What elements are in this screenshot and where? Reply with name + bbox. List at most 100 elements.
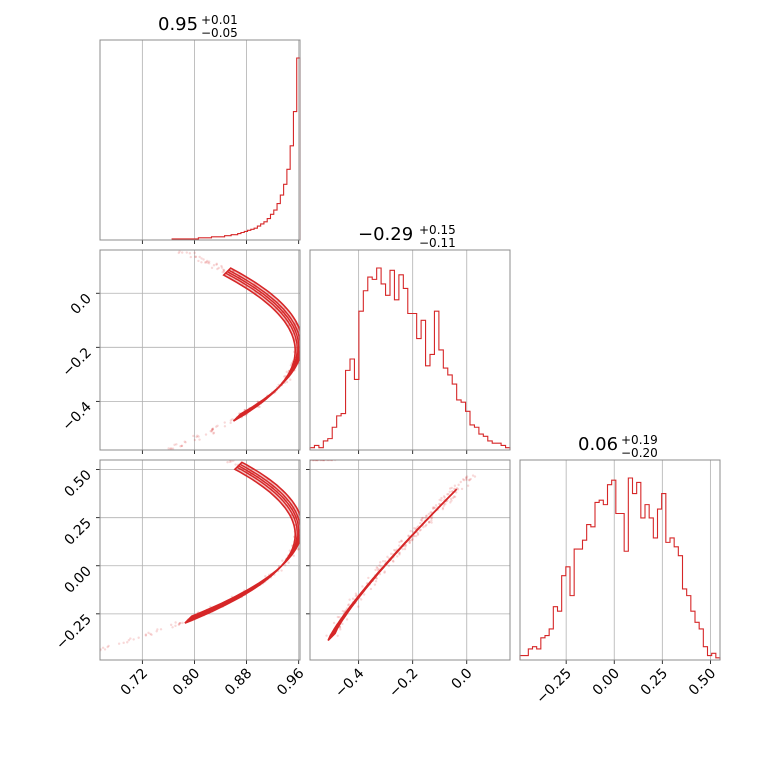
- sample-point: [407, 534, 410, 537]
- sample-point: [438, 498, 441, 502]
- sample-point: [177, 251, 180, 255]
- sample-point: [287, 561, 290, 564]
- sample-point: [229, 421, 232, 425]
- sample-point: [425, 523, 428, 527]
- sample-point: [419, 521, 422, 525]
- sample-point: [398, 553, 401, 556]
- sample-point: [224, 456, 226, 458]
- sample-point: [211, 427, 214, 431]
- y-tick-label: −0.4: [59, 399, 94, 434]
- sample-point: [217, 266, 220, 270]
- sample-point: [171, 626, 174, 629]
- sample-point: [429, 511, 432, 514]
- sample-point: [301, 459, 303, 461]
- sample-point: [408, 541, 412, 545]
- sample-point: [443, 496, 446, 499]
- sample-point: [348, 598, 351, 601]
- sample-point: [425, 514, 428, 518]
- sample-point: [289, 378, 292, 381]
- sample-point: [72, 655, 74, 657]
- sample-point: [441, 507, 445, 511]
- sample-point: [383, 571, 386, 574]
- sample-point: [210, 266, 214, 270]
- sample-point: [357, 605, 360, 608]
- sample-point: [280, 569, 283, 572]
- sample-point: [379, 565, 383, 568]
- title-param-2-plus: +0.19: [621, 433, 658, 447]
- sample-point: [453, 487, 456, 491]
- sample-point: [434, 504, 438, 507]
- sample-point: [195, 435, 198, 439]
- x-tick-label: 0.50: [686, 666, 719, 699]
- sample-point: [421, 516, 425, 520]
- grid: [141, 40, 300, 240]
- sample-point: [424, 516, 427, 520]
- x-tick-label: −0.25: [533, 666, 575, 708]
- sample-point: [430, 521, 433, 524]
- sample-point: [394, 549, 397, 552]
- sample-point: [442, 495, 446, 498]
- sample-point: [127, 639, 131, 642]
- sample-point: [211, 427, 215, 430]
- sample-point: [292, 554, 295, 557]
- sample-point: [448, 487, 452, 490]
- sample-point: [459, 480, 462, 484]
- sample-point: [283, 564, 287, 567]
- x-tick-label: 0.80: [170, 666, 203, 699]
- sample-point: [157, 454, 159, 456]
- sample-point: [347, 603, 351, 606]
- panel-frame: [99, 39, 301, 241]
- sample-point: [398, 552, 401, 555]
- sample-point: [170, 447, 173, 450]
- sample-point: [403, 547, 407, 551]
- sample-point: [281, 559, 284, 562]
- sample-point: [461, 478, 465, 481]
- sample-point: [173, 443, 176, 447]
- sample-point: [71, 657, 73, 659]
- sample-point: [220, 266, 224, 269]
- sample-point: [210, 429, 214, 432]
- title-param-1-minus: −0.11: [419, 236, 456, 250]
- title-param-2-median: 0.06: [578, 434, 618, 455]
- histogram-panel-0: [99, 39, 301, 244]
- histogram-step-1: [309, 267, 511, 450]
- sample-point: [206, 261, 209, 264]
- sample-point: [167, 447, 170, 450]
- sample-point: [89, 652, 91, 654]
- sample-point: [204, 261, 208, 264]
- sample-point: [392, 560, 395, 563]
- sample-point: [446, 493, 449, 496]
- contour-line: [228, 269, 300, 417]
- sample-point: [285, 370, 288, 374]
- sample-point: [132, 638, 135, 641]
- y-tick-label: 0.00: [61, 563, 94, 596]
- sample-point: [454, 491, 458, 494]
- sample-point: [412, 534, 416, 538]
- sample-point: [433, 506, 436, 510]
- sample-point: [194, 255, 197, 258]
- sample-point: [165, 452, 167, 454]
- sample-point: [437, 502, 441, 506]
- sample-point: [107, 644, 110, 648]
- sample-point: [122, 641, 125, 645]
- sample-point: [401, 547, 404, 551]
- sample-point: [137, 636, 140, 639]
- sample-point: [391, 559, 395, 563]
- sample-point: [339, 628, 342, 631]
- sample-point: [345, 618, 349, 621]
- sample-point: [159, 453, 161, 455]
- sample-point: [215, 425, 218, 428]
- sample-point: [178, 622, 182, 625]
- histogram-panel-1: [309, 249, 511, 454]
- sample-point: [221, 270, 224, 274]
- sample-point: [161, 451, 163, 453]
- sample-point: [359, 598, 363, 601]
- sample-point: [398, 540, 401, 544]
- sample-point: [192, 434, 195, 438]
- panel-content: [301, 459, 477, 641]
- sample-point: [82, 653, 84, 655]
- sample-point: [430, 516, 433, 520]
- sample-point: [416, 533, 420, 536]
- sample-point: [341, 622, 344, 626]
